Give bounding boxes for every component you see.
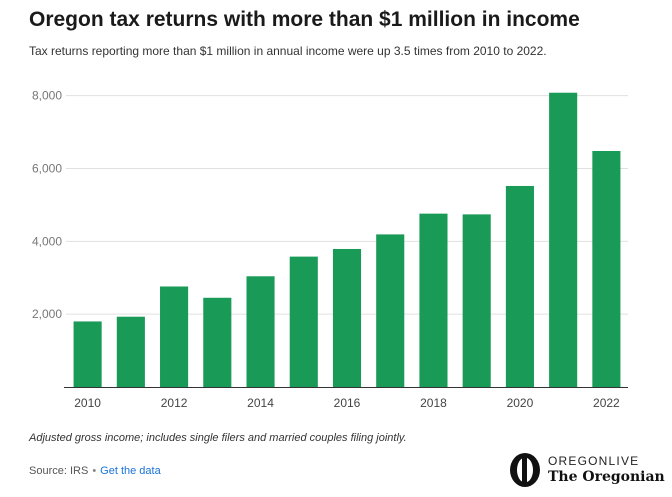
bar bbox=[592, 151, 621, 387]
y-tick-label: 6,000 bbox=[32, 161, 62, 175]
bar bbox=[160, 286, 189, 387]
bar bbox=[549, 92, 578, 387]
bar bbox=[289, 256, 318, 387]
x-tick-label: 2016 bbox=[334, 396, 361, 410]
y-tick-label: 2,000 bbox=[32, 307, 62, 321]
oregonian-o-icon bbox=[510, 453, 540, 487]
source-line: Source: IRS • Get the data bbox=[29, 465, 161, 477]
y-tick-label: 4,000 bbox=[32, 234, 62, 248]
x-tick-label: 2020 bbox=[507, 396, 534, 410]
bar bbox=[505, 185, 534, 387]
get-the-data-link[interactable]: Get the data bbox=[100, 465, 161, 477]
x-tick-label: 2022 bbox=[593, 396, 620, 410]
bar bbox=[203, 297, 232, 387]
bar bbox=[376, 234, 405, 387]
chart-subtitle: Tax returns reporting more than $1 milli… bbox=[29, 44, 547, 58]
bar bbox=[419, 213, 448, 387]
y-tick-label: 8,000 bbox=[32, 89, 62, 103]
x-tick-label: 2012 bbox=[161, 396, 188, 410]
x-tick-label: 2018 bbox=[420, 396, 447, 410]
bar bbox=[332, 248, 362, 387]
oregonlive-wordmark: OREGONLIVE bbox=[548, 454, 640, 468]
source-label: Source: IRS bbox=[29, 465, 89, 477]
bar bbox=[462, 214, 491, 387]
bar bbox=[116, 316, 145, 387]
oregonian-wordmark: The Oregonian bbox=[548, 469, 665, 485]
chart-title: Oregon tax returns with more than $1 mil… bbox=[29, 8, 580, 31]
source-separator: • bbox=[92, 465, 97, 477]
chart-note: Adjusted gross income; includes single f… bbox=[29, 432, 407, 444]
oregonian-logo[interactable]: OREGONLIVE The Oregonian bbox=[508, 451, 665, 491]
x-tick-label: 2014 bbox=[247, 396, 274, 410]
bar bbox=[73, 321, 102, 387]
bar-chart: 2,000 4,000 6,000 8,000 2010 2012 2014 2016 2018… bbox=[32, 89, 628, 410]
x-tick-label: 2010 bbox=[74, 396, 101, 410]
bar bbox=[246, 276, 275, 387]
